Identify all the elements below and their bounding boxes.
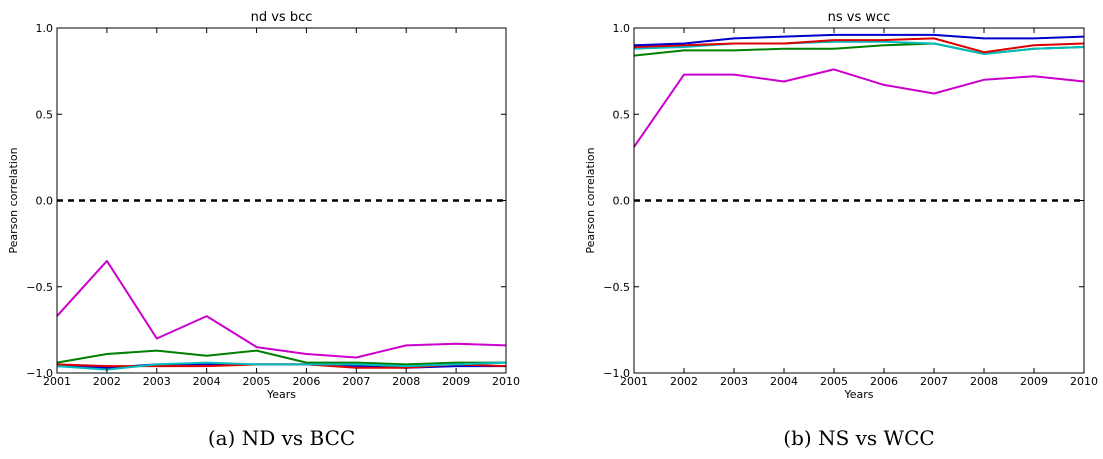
x-tick-label: 2010 xyxy=(492,375,520,388)
figure-caption: (a) ND vs BCC xyxy=(208,426,355,450)
chart-title: ns vs wcc xyxy=(828,10,891,25)
y-tick-label: −0.5 xyxy=(26,281,53,294)
x-axis-label: Years xyxy=(843,388,873,401)
y-tick-label: 0.0 xyxy=(613,195,631,208)
x-axis-label: Years xyxy=(266,388,296,401)
x-tick-label: 2004 xyxy=(193,375,221,388)
y-axis-label: Pearson correlation xyxy=(584,147,597,253)
y-axis-label: Pearson correlation xyxy=(7,147,20,253)
x-tick-label: 2010 xyxy=(1070,375,1098,388)
y-tick-label: −1.0 xyxy=(603,367,630,380)
y-tick-label: 1.0 xyxy=(613,22,631,35)
x-tick-label: 2001 xyxy=(620,375,648,388)
x-tick-label: 2003 xyxy=(143,375,171,388)
x-tick-label: 2009 xyxy=(1020,375,1048,388)
x-tick-label: 2003 xyxy=(720,375,748,388)
x-tick-label: 2006 xyxy=(292,375,320,388)
chart-title: nd vs bcc xyxy=(251,10,313,25)
y-tick-label: 0.0 xyxy=(36,195,54,208)
series-line-1 xyxy=(56,259,507,359)
x-tick-label: 2002 xyxy=(670,375,698,388)
y-tick-label: 1.0 xyxy=(36,22,54,35)
x-tick-label: 2005 xyxy=(820,375,848,388)
series-line-4 xyxy=(633,37,1085,54)
y-tick-label: −1.0 xyxy=(26,367,53,380)
x-tick-label: 2007 xyxy=(920,375,948,388)
x-tick-label: 2006 xyxy=(870,375,898,388)
series-line-5 xyxy=(633,33,1085,47)
x-tick-label: 2009 xyxy=(442,375,470,388)
series-line-2 xyxy=(56,349,506,366)
figure-caption: (b) NS vs WCC xyxy=(783,426,934,450)
x-tick-label: 2004 xyxy=(770,375,798,388)
y-tick-label: −0.5 xyxy=(603,281,630,294)
y-tick-label: 0.5 xyxy=(36,108,54,121)
x-tick-label: 2008 xyxy=(970,375,998,388)
series-line-1 xyxy=(633,68,1085,148)
series-line-5 xyxy=(56,361,507,371)
y-tick-label: 0.5 xyxy=(613,108,631,121)
x-tick-label: 2001 xyxy=(43,375,71,388)
x-tick-label: 2002 xyxy=(93,375,121,388)
x-tick-label: 2005 xyxy=(243,375,271,388)
x-tick-label: 2007 xyxy=(342,375,370,388)
x-tick-label: 2008 xyxy=(392,375,420,388)
